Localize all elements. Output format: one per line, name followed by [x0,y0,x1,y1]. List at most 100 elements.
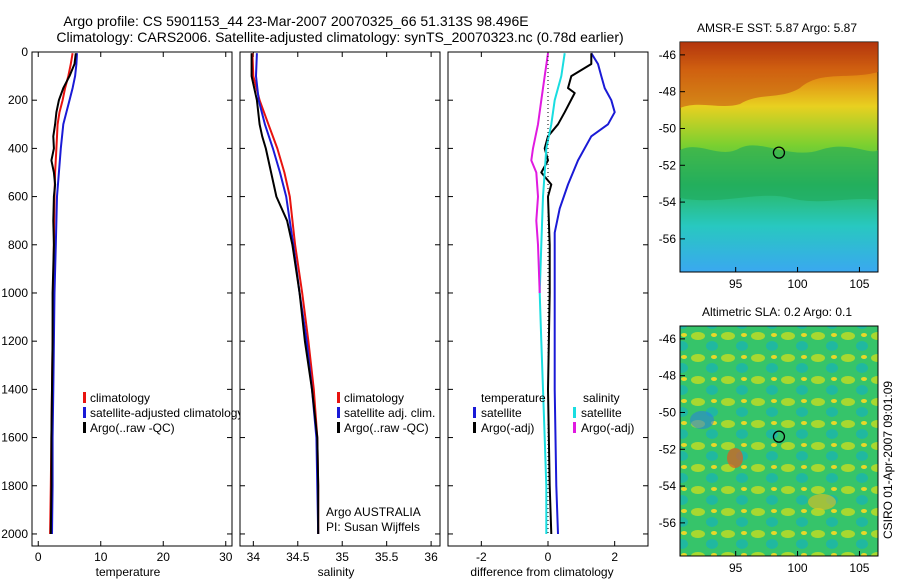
x-tick-label: 34.5 [286,550,310,564]
y-tick-label: 1800 [1,479,28,493]
annotation-pi: PI: Susan Wijffels [326,520,420,534]
difference-legend: temperature satellite Argo(-adj) salinit… [473,391,634,435]
legend-swatch-sal-argo [573,422,576,433]
legend-swatch-climatology [83,392,86,403]
temperature-ticks: 0 10 20 30 0 200 400 600 800 1000 1200 1400 1600 1800… [1,45,232,564]
y-tick-label: 1200 [1,334,28,348]
sla-map-low-anomaly [727,448,743,468]
legend-label-temp-satellite: satellite [481,406,522,420]
x-tick-label: 30 [219,550,233,564]
x-tick-label: 0 [545,550,552,564]
series-line-salinity-argo-adj [530,53,549,294]
legend-label-argo: Argo(..raw -QC) [90,421,175,435]
x-tick-label: 105 [849,561,869,575]
difference-xlabel: difference from climatology [470,565,613,579]
legend-swatch-temp-argo [473,422,476,433]
series-line-satellite-adjusted-climatology [51,53,78,535]
figure-title-line2: Climatology: CARS2006. Satellite-adjuste… [56,29,623,45]
y-tick-label: 200 [8,93,28,107]
x-tick-label: -2 [476,550,487,564]
sst-map-green-band [680,145,878,202]
legend-swatch-argo [337,422,340,433]
y-tick-label: -54 [659,195,677,209]
sst-map-marks [772,146,786,159]
salinity-axes-box [239,51,441,547]
y-tick-label: -48 [659,85,677,99]
sst-map-panel: AMSR-E SST: 5.87 Argo: 5.87 95 100 105 -46 -… [659,21,879,291]
x-tick-label: 100 [788,561,808,575]
series-line-argo-raw-qc [250,53,320,534]
annotation-argo-australia: Argo AUSTRALIA [326,505,421,519]
y-tick-label: 2000 [1,527,28,541]
sla-map-yellow-patch [808,494,836,510]
sla-map-marks [772,430,786,443]
y-tick-label: 0 [21,45,28,59]
temperature-legend: climatology satellite-adjusted climatolo… [83,391,243,435]
salinity-panel: 34 34.5 35 35.5 36 salinity climatology sate… [239,51,441,579]
x-tick-label: 2 [611,550,618,564]
salinity-ticks: 34 34.5 35 35.5 36 [240,51,440,564]
salinity-series-group [250,53,320,535]
legend-title-temperature: temperature [481,391,546,405]
y-tick-label: 1600 [1,431,28,445]
difference-ticks: -2 0 2 [448,51,648,564]
legend-label-climatology: climatology [344,391,404,405]
legend-swatch-climatology [337,392,340,403]
salinity-legend: climatology satellite adj. clim. Argo(..… [326,391,435,534]
x-tick-label: 105 [849,277,869,291]
difference-axes-box [447,51,649,547]
difference-series-group [530,52,616,535]
legend-swatch-sal-satellite [573,407,576,418]
sst-map-warm-eddy [680,42,878,108]
x-tick-label: 35 [336,550,350,564]
x-tick-label: 36 [424,550,438,564]
legend-label-sal-argo: Argo(-adj) [581,421,634,435]
y-tick-label: 800 [8,238,28,252]
y-tick-label: -56 [659,516,677,530]
x-tick-label: 0 [35,550,42,564]
legend-label-satellite: satellite adj. clim. [344,406,435,420]
y-tick-label: -56 [659,232,677,246]
sla-map-blue-patch [690,411,714,429]
legend-swatch-satellite [83,407,86,418]
legend-label-sal-satellite: satellite [581,406,622,420]
legend-swatch-satellite [337,407,340,418]
legend-swatch-argo [83,422,86,433]
argo-location-marker [772,430,786,443]
x-tick-label: 10 [94,550,108,564]
y-tick-label: -50 [659,405,677,419]
x-tick-label: 95 [729,277,743,291]
x-tick-label: 100 [788,277,808,291]
sla-map-panel: Altimetric SLA: 0.2 Argo: 0.1 95 100 105 -4… [659,305,879,575]
y-tick-label: 1000 [1,286,28,300]
sla-map-ticks: 95 100 105 -46 -48 -50 -52 -54 -56 [659,332,870,575]
sst-map-title: AMSR-E SST: 5.87 Argo: 5.87 [697,21,857,35]
csiro-timestamp: CSIRO 01-Apr-2007 09:01:09 [881,381,895,539]
series-line-argo-raw-qc [49,53,77,535]
legend-swatch-temp-satellite [473,407,476,418]
y-tick-label: 1400 [1,382,28,396]
salinity-xlabel: salinity [318,565,355,579]
x-tick-label: 20 [157,550,171,564]
y-tick-label: -46 [659,332,677,346]
legend-title-salinity: salinity [583,391,620,405]
legend-label-satellite: satellite-adjusted climatology [90,406,243,420]
sst-map-ticks: 95 100 105 -46 -48 -50 -52 -54 -56 [659,48,870,291]
temperature-panel: 0 10 20 30 0 200 400 600 800 1000 1200 1400 1600 1800… [1,45,243,579]
y-tick-label: 600 [8,190,28,204]
sla-map-title: Altimetric SLA: 0.2 Argo: 0.1 [702,305,852,319]
temperature-series-group [49,53,78,535]
sla-map-image [679,325,879,557]
x-tick-label: 34 [247,550,261,564]
x-tick-label: 95 [729,561,743,575]
legend-label-argo: Argo(..raw -QC) [344,421,429,435]
legend-label-temp-argo: Argo(-adj) [481,421,534,435]
y-tick-label: -52 [659,442,677,456]
y-tick-label: -48 [659,369,677,383]
series-line-salinity-satellite [538,53,566,534]
difference-panel: -2 0 2 difference from climatology tempera… [447,51,649,579]
temperature-xlabel: temperature [96,565,161,579]
x-tick-label: 35.5 [375,550,399,564]
figure-title-line1: Argo profile: CS 5901153_44 23-Mar-2007 … [63,13,528,29]
